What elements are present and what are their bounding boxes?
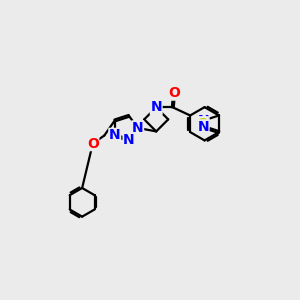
Text: O: O — [168, 86, 180, 100]
Text: N: N — [123, 133, 135, 147]
Text: S: S — [198, 117, 208, 131]
Text: N: N — [132, 121, 143, 135]
Text: N: N — [150, 100, 162, 114]
Text: N: N — [109, 128, 121, 142]
Text: O: O — [87, 136, 99, 151]
Text: N: N — [197, 114, 209, 128]
Text: N: N — [197, 120, 209, 134]
